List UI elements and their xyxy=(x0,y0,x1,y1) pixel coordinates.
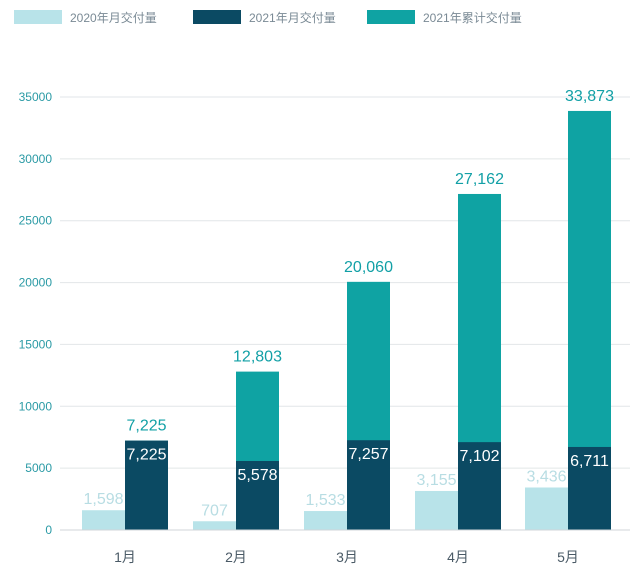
bar-2021-month-4 xyxy=(458,442,501,530)
y-tick-label: 10000 xyxy=(19,399,53,413)
bar-2020-4 xyxy=(415,490,458,530)
x-category-label: 5月 xyxy=(557,549,579,565)
x-category-label: 4月 xyxy=(447,549,469,565)
data-label-2020: 1,598 xyxy=(83,491,123,508)
y-tick-label: 20000 xyxy=(19,276,53,290)
x-category-label: 2月 xyxy=(225,549,247,565)
bar-2020-3 xyxy=(304,511,347,530)
data-label-2021-month: 6,711 xyxy=(570,453,609,470)
data-label-2021-month: 7,225 xyxy=(126,447,166,464)
data-label-cumulative: 7,225 xyxy=(126,418,166,435)
data-label-cumulative: 33,873 xyxy=(565,88,614,105)
y-tick-label: 15000 xyxy=(19,337,53,351)
legend-swatch-3 xyxy=(367,10,415,24)
y-tick-label: 35000 xyxy=(19,90,53,104)
data-label-2021-month: 5,578 xyxy=(237,467,277,484)
legend-label-1: 2020年月交付量 xyxy=(70,10,157,25)
bar-2021-month-3 xyxy=(347,440,390,530)
bar-2021-month-5 xyxy=(568,446,611,530)
data-label-cumulative: 12,803 xyxy=(233,349,282,366)
data-label-2021-month: 7,102 xyxy=(459,448,499,465)
bar-2021-month-2 xyxy=(236,460,279,530)
bar-2020-1 xyxy=(82,510,125,530)
x-category-label: 3月 xyxy=(336,549,358,565)
y-tick-label: 25000 xyxy=(19,214,53,228)
data-label-2021-month: 7,257 xyxy=(348,446,388,463)
legend-label-2: 2021年月交付量 xyxy=(249,10,336,25)
legend-swatch-2 xyxy=(193,10,241,24)
legend-label-3: 2021年累计交付量 xyxy=(423,10,522,25)
y-tick-label: 5000 xyxy=(25,461,52,475)
data-label-2020: 707 xyxy=(201,502,228,519)
data-label-2020: 3,155 xyxy=(416,472,456,489)
data-label-2020: 1,533 xyxy=(305,492,345,509)
data-label-2020: 3,436 xyxy=(526,468,566,485)
data-label-cumulative: 27,162 xyxy=(455,171,504,188)
data-label-cumulative: 20,060 xyxy=(344,259,393,276)
y-tick-label: 30000 xyxy=(19,152,53,166)
y-tick-label: 0 xyxy=(45,523,52,537)
legend-swatch-1 xyxy=(14,10,62,24)
bar-2021-month-1 xyxy=(125,440,168,530)
bar-2020-5 xyxy=(525,487,568,530)
bar-2020-2 xyxy=(193,521,236,530)
x-category-label: 1月 xyxy=(114,549,136,565)
